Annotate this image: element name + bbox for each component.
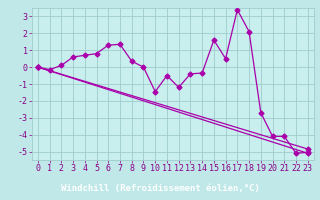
Text: Windchill (Refroidissement éolien,°C): Windchill (Refroidissement éolien,°C) [60,184,260,193]
